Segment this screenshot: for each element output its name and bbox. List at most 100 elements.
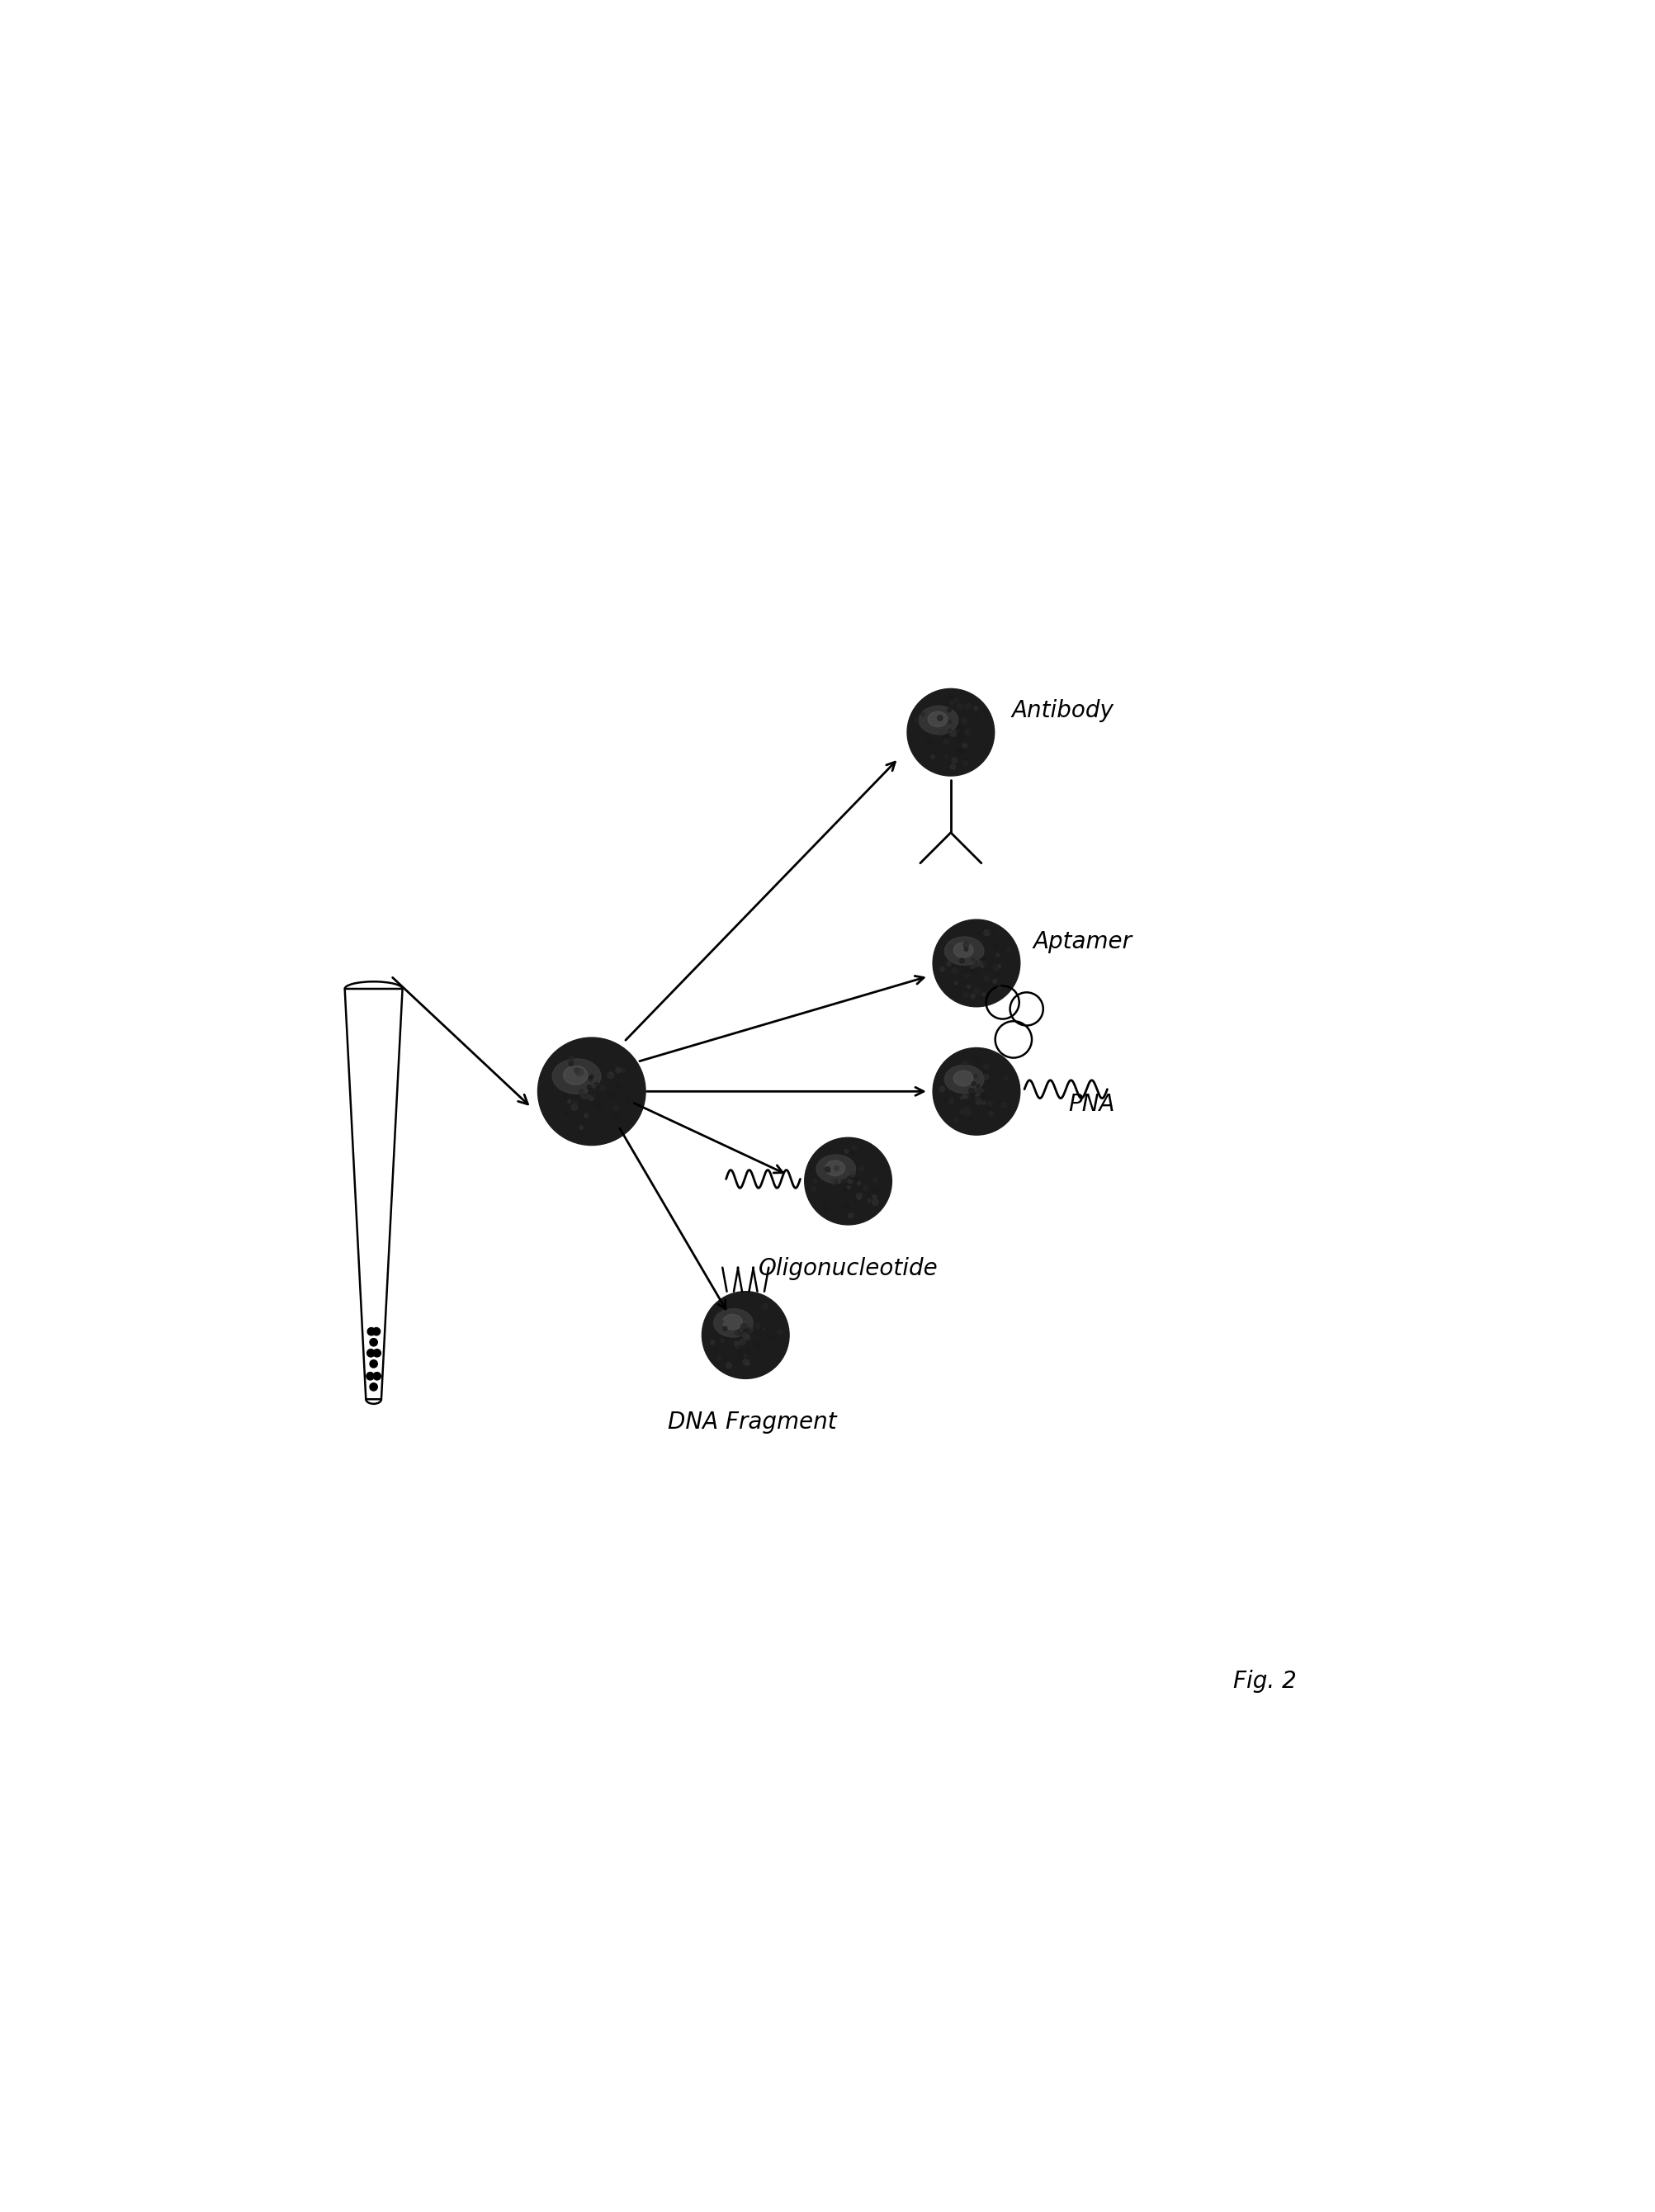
- Circle shape: [948, 1099, 953, 1104]
- Circle shape: [948, 695, 953, 699]
- Circle shape: [743, 1354, 746, 1358]
- Circle shape: [369, 1360, 377, 1367]
- Circle shape: [963, 743, 967, 748]
- Circle shape: [950, 765, 955, 770]
- Circle shape: [955, 982, 958, 984]
- Circle shape: [748, 1327, 753, 1332]
- Circle shape: [589, 1091, 594, 1095]
- Ellipse shape: [945, 1064, 983, 1093]
- Circle shape: [960, 958, 965, 962]
- Circle shape: [755, 1343, 761, 1347]
- Circle shape: [760, 1325, 763, 1329]
- Circle shape: [950, 730, 955, 737]
- Circle shape: [746, 1323, 750, 1327]
- Circle shape: [851, 1179, 854, 1183]
- Circle shape: [588, 1095, 594, 1102]
- Circle shape: [993, 945, 998, 949]
- Ellipse shape: [553, 1060, 601, 1093]
- Circle shape: [962, 1095, 965, 1097]
- Circle shape: [573, 1099, 578, 1106]
- Circle shape: [722, 1321, 723, 1323]
- Circle shape: [975, 706, 978, 710]
- Circle shape: [980, 1093, 986, 1097]
- Circle shape: [965, 947, 968, 951]
- Circle shape: [968, 1088, 971, 1091]
- Circle shape: [988, 929, 993, 933]
- Circle shape: [937, 714, 943, 721]
- Circle shape: [745, 1327, 751, 1334]
- Circle shape: [621, 1068, 626, 1073]
- Circle shape: [933, 1048, 1019, 1135]
- Circle shape: [763, 1327, 766, 1332]
- Circle shape: [952, 730, 958, 737]
- Circle shape: [968, 730, 973, 734]
- Circle shape: [981, 964, 985, 967]
- Circle shape: [957, 728, 962, 732]
- Circle shape: [952, 730, 957, 734]
- Circle shape: [828, 1170, 831, 1172]
- Circle shape: [746, 1332, 750, 1334]
- Circle shape: [841, 1179, 846, 1183]
- Ellipse shape: [713, 1310, 753, 1336]
- Circle shape: [975, 989, 980, 993]
- Circle shape: [955, 699, 958, 701]
- Circle shape: [872, 1199, 879, 1206]
- Ellipse shape: [826, 1161, 846, 1177]
- Circle shape: [965, 730, 971, 734]
- Circle shape: [907, 688, 995, 776]
- Circle shape: [367, 1349, 374, 1356]
- Circle shape: [588, 1086, 592, 1091]
- Circle shape: [963, 761, 968, 765]
- Circle shape: [872, 1194, 877, 1199]
- Circle shape: [369, 1338, 377, 1347]
- Circle shape: [626, 1097, 631, 1104]
- Circle shape: [965, 1062, 968, 1064]
- Circle shape: [727, 1363, 732, 1369]
- Circle shape: [594, 1102, 601, 1108]
- Circle shape: [584, 1113, 588, 1117]
- Circle shape: [738, 1349, 743, 1354]
- Circle shape: [723, 1327, 727, 1329]
- Circle shape: [983, 960, 986, 962]
- Circle shape: [963, 734, 965, 737]
- Circle shape: [940, 967, 945, 971]
- Circle shape: [957, 726, 960, 730]
- Circle shape: [938, 732, 942, 734]
- Circle shape: [857, 1181, 861, 1186]
- Circle shape: [372, 1349, 381, 1356]
- Circle shape: [996, 973, 1000, 975]
- Circle shape: [616, 1084, 621, 1088]
- Circle shape: [965, 1095, 970, 1099]
- Circle shape: [957, 737, 960, 741]
- Circle shape: [538, 1037, 645, 1146]
- Circle shape: [743, 1329, 746, 1332]
- Circle shape: [755, 1323, 760, 1329]
- Circle shape: [963, 942, 968, 947]
- Circle shape: [945, 1097, 948, 1102]
- Circle shape: [569, 1062, 573, 1066]
- Circle shape: [862, 1186, 869, 1190]
- Circle shape: [973, 1088, 976, 1093]
- Circle shape: [957, 984, 960, 989]
- Circle shape: [616, 1068, 621, 1073]
- Circle shape: [1001, 1102, 1006, 1108]
- Circle shape: [824, 1208, 829, 1212]
- Circle shape: [962, 1060, 967, 1064]
- Circle shape: [717, 1356, 720, 1360]
- Circle shape: [957, 732, 962, 737]
- Circle shape: [735, 1340, 738, 1345]
- Circle shape: [743, 1329, 748, 1334]
- Circle shape: [813, 1179, 818, 1183]
- Circle shape: [740, 1332, 745, 1338]
- Circle shape: [614, 1106, 619, 1110]
- Circle shape: [988, 1110, 993, 1115]
- Circle shape: [971, 1082, 975, 1086]
- Circle shape: [960, 1097, 963, 1099]
- Circle shape: [957, 748, 962, 754]
- Circle shape: [983, 962, 986, 964]
- Circle shape: [372, 1327, 381, 1336]
- Circle shape: [998, 964, 1001, 967]
- Circle shape: [953, 1119, 958, 1121]
- Circle shape: [975, 960, 980, 964]
- Circle shape: [967, 1115, 971, 1121]
